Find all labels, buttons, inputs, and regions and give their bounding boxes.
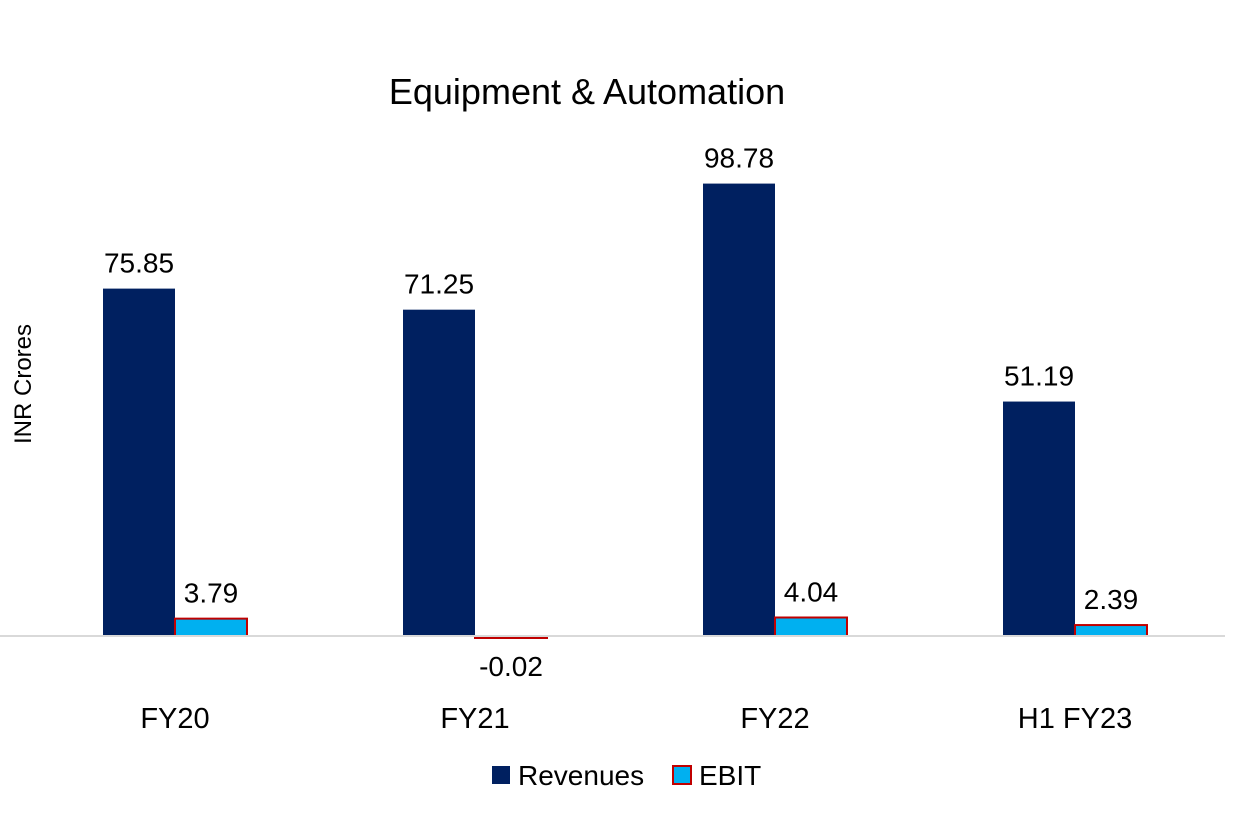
data-label-ebit-fy21: -0.02 <box>479 651 543 682</box>
data-label-ebit-fy22: 4.04 <box>784 576 839 607</box>
bar-revenues-fy20 <box>103 288 175 636</box>
x-tick-label-h1-fy23: H1 FY23 <box>1018 703 1132 735</box>
bar-revenues-h1-fy23 <box>1003 401 1075 636</box>
data-label-revenues-h1-fy23: 51.19 <box>1004 361 1074 392</box>
chart-title: Equipment & Automation <box>389 71 785 112</box>
bar-revenues-fy22 <box>703 183 775 637</box>
bar-revenues-fy21 <box>403 309 475 636</box>
legend: Revenues EBIT <box>492 760 761 791</box>
data-label-revenues-fy21: 71.25 <box>404 269 474 300</box>
bar-ebit-fy22 <box>774 616 848 638</box>
bar-ebit-h1-fy23 <box>1074 624 1148 637</box>
legend-label-ebit: EBIT <box>699 760 761 791</box>
bar-ebit-fy20 <box>174 617 248 637</box>
x-tick-label-fy21: FY21 <box>440 703 509 735</box>
legend-swatch-revenues <box>492 766 510 784</box>
data-label-ebit-h1-fy23: 2.39 <box>1084 584 1139 615</box>
labels-group: 75.85 3.79 FY20 71.25 -0.02 FY21 98.78 4.04 FY22… <box>104 143 1138 735</box>
bars-group <box>103 183 1148 639</box>
y-axis-label: INR Crores <box>10 324 37 444</box>
data-label-revenues-fy20: 75.85 <box>104 248 174 279</box>
x-tick-label-fy22: FY22 <box>740 703 809 735</box>
legend-swatch-ebit <box>672 765 692 785</box>
x-tick-label-fy20: FY20 <box>140 703 209 735</box>
legend-label-revenues: Revenues <box>518 760 644 791</box>
data-label-revenues-fy22: 98.78 <box>704 143 774 174</box>
data-label-ebit-fy20: 3.79 <box>184 578 239 609</box>
